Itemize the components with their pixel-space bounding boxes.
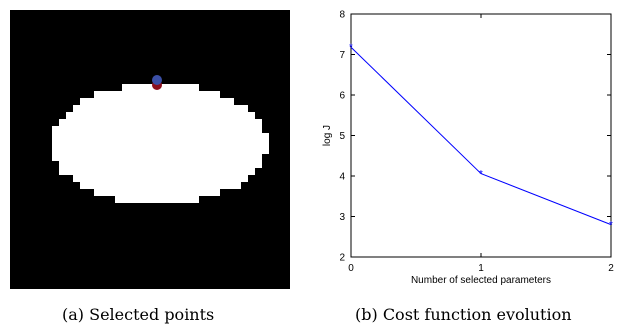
y-tick-label: 3 <box>339 212 345 223</box>
chart-svg: 2 3 4 5 6 7 8 0 1 2 * * * log J Number of selected… <box>322 10 614 287</box>
ellipse-row <box>52 147 269 154</box>
selected-points-svg <box>10 10 290 289</box>
y-tick-label: 8 <box>339 10 345 21</box>
ellipse-row <box>115 196 199 203</box>
ellipse-row <box>80 98 234 105</box>
ellipse-row <box>52 140 269 147</box>
y-tick-label: 6 <box>339 91 345 102</box>
data-point-marker: * <box>479 169 483 180</box>
ellipse-row <box>94 189 220 196</box>
series-line <box>350 46 612 226</box>
ellipse-row <box>73 175 248 182</box>
y-axis-label: log J <box>322 125 333 146</box>
ellipse-row <box>52 133 269 140</box>
caption-a: (a) Selected points <box>62 305 215 324</box>
ellipse-row <box>52 126 262 133</box>
cost-function-chart: 2 3 4 5 6 7 8 0 1 2 * * * log J Number of selected… <box>318 4 618 287</box>
selected-point-blue <box>152 75 162 85</box>
selected-points-image <box>10 10 290 289</box>
ellipse-row <box>59 168 255 175</box>
x-tick-label: 2 <box>608 263 614 274</box>
ellipse-row <box>73 105 248 112</box>
ellipse-row <box>59 161 262 168</box>
y-tick-label: 4 <box>339 172 345 183</box>
plot-frame <box>350 13 612 258</box>
ellipse-row <box>66 112 255 119</box>
y-tick-label: 2 <box>339 253 345 264</box>
ellipse-row <box>52 154 262 161</box>
x-tick-label: 0 <box>348 263 354 274</box>
ellipse-row <box>80 182 241 189</box>
x-tick-label: 1 <box>478 263 484 274</box>
ellipse-row <box>59 119 262 126</box>
data-point-marker: * <box>349 43 353 54</box>
caption-b: (b) Cost function evolution <box>355 305 572 324</box>
data-point-marker: * <box>609 220 613 231</box>
y-tick-label: 5 <box>339 131 345 142</box>
x-axis-label: Number of selected parameters <box>411 275 551 286</box>
y-tick-label: 7 <box>339 50 345 61</box>
white-ellipse-region <box>52 84 269 203</box>
ellipse-row <box>94 91 220 98</box>
